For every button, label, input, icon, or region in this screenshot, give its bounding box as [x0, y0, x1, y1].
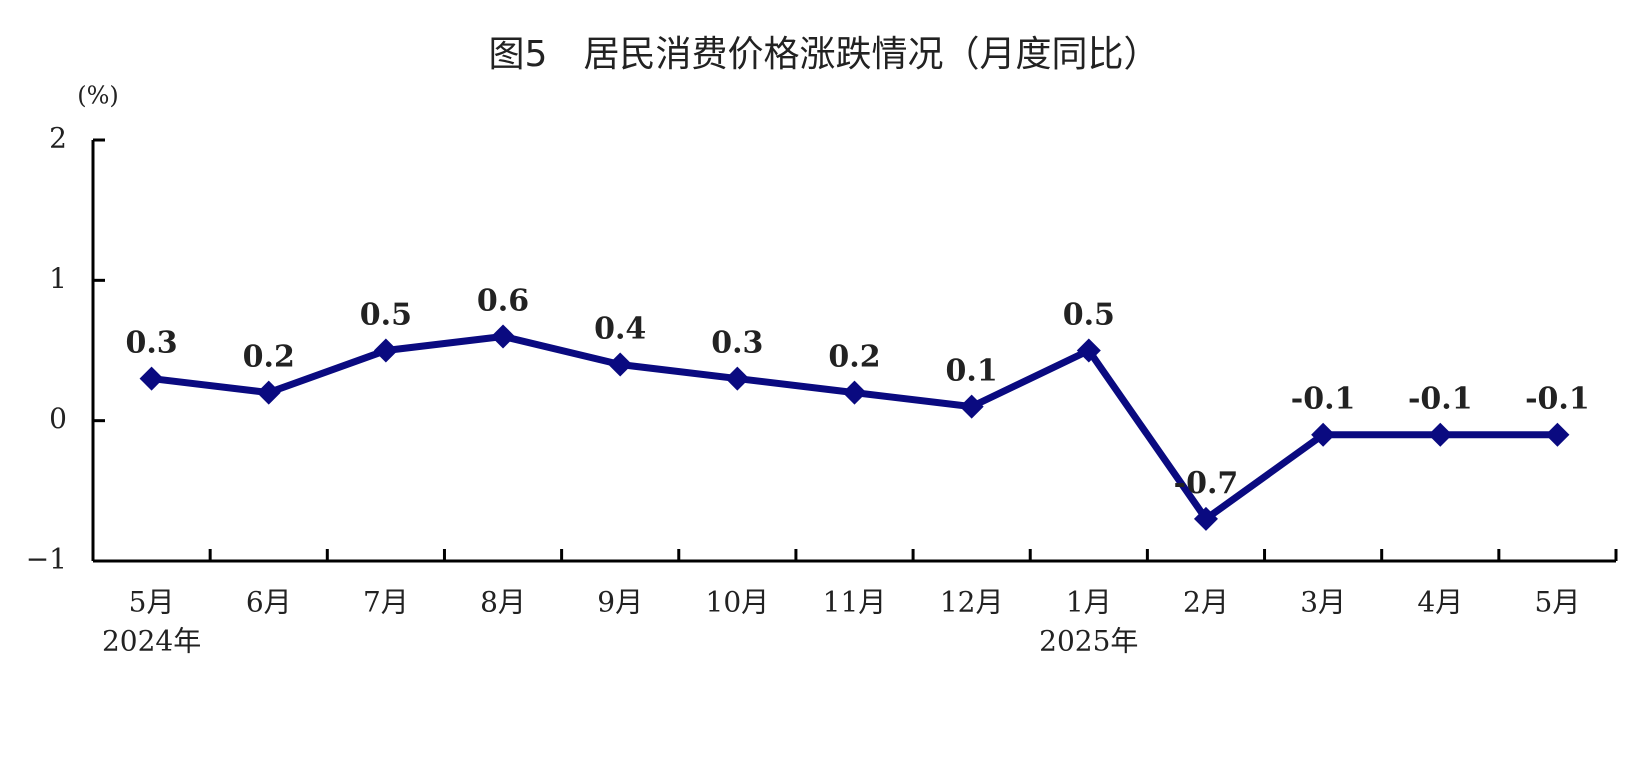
- data-point: [1545, 422, 1570, 447]
- x-tick-label: 5月: [1535, 586, 1581, 619]
- x-tick-label: 10月: [706, 586, 770, 619]
- data-label: 0.6: [477, 283, 529, 318]
- data-label: -0.1: [1525, 382, 1590, 417]
- data-label: 0.5: [1063, 298, 1115, 333]
- data-label: -0.7: [1174, 466, 1239, 501]
- data-point: [959, 394, 984, 419]
- data-label: 0.2: [828, 340, 880, 375]
- data-point: [842, 380, 867, 405]
- data-point: [1428, 422, 1453, 447]
- data-point: [1076, 338, 1101, 363]
- year-label: 2024年: [102, 625, 201, 658]
- data-label: 0.1: [946, 354, 998, 389]
- data-point: [491, 324, 516, 349]
- x-tick-label: 4月: [1417, 586, 1463, 619]
- data-point: [139, 366, 164, 391]
- x-tick-label: 1月: [1066, 586, 1112, 619]
- data-point: [608, 352, 633, 377]
- x-tick-label: 11月: [823, 586, 887, 619]
- x-tick-label: 5月: [129, 586, 175, 619]
- data-label: -0.1: [1291, 382, 1356, 417]
- data-label: 0.3: [125, 326, 177, 361]
- data-label: 0.3: [711, 326, 763, 361]
- x-tick-label: 12月: [940, 586, 1004, 619]
- data-label: 0.4: [594, 312, 646, 347]
- y-tick-label: 2: [49, 122, 67, 155]
- x-tick-label: 7月: [363, 586, 409, 619]
- year-label: 2025年: [1039, 625, 1138, 658]
- data-point: [725, 366, 750, 391]
- chart-title: 图5 居民消费价格涨跌情况（月度同比）: [489, 34, 1160, 75]
- data-point: [1311, 422, 1336, 447]
- x-tick-label: 9月: [597, 586, 643, 619]
- data-label: -0.1: [1408, 382, 1473, 417]
- data-label: 0.2: [243, 340, 295, 375]
- data-point: [256, 380, 281, 405]
- data-label: 0.5: [360, 298, 412, 333]
- y-tick-label: −1: [26, 543, 67, 576]
- x-tick-label: 2月: [1183, 586, 1229, 619]
- data-point: [1193, 506, 1218, 531]
- y-tick-label: 1: [49, 262, 67, 295]
- y-tick-label: 0: [49, 402, 67, 435]
- x-tick-label: 8月: [480, 586, 526, 619]
- x-tick-label: 3月: [1300, 586, 1346, 619]
- y-unit: (%): [77, 82, 119, 110]
- x-tick-label: 6月: [246, 586, 292, 619]
- data-point: [373, 338, 398, 363]
